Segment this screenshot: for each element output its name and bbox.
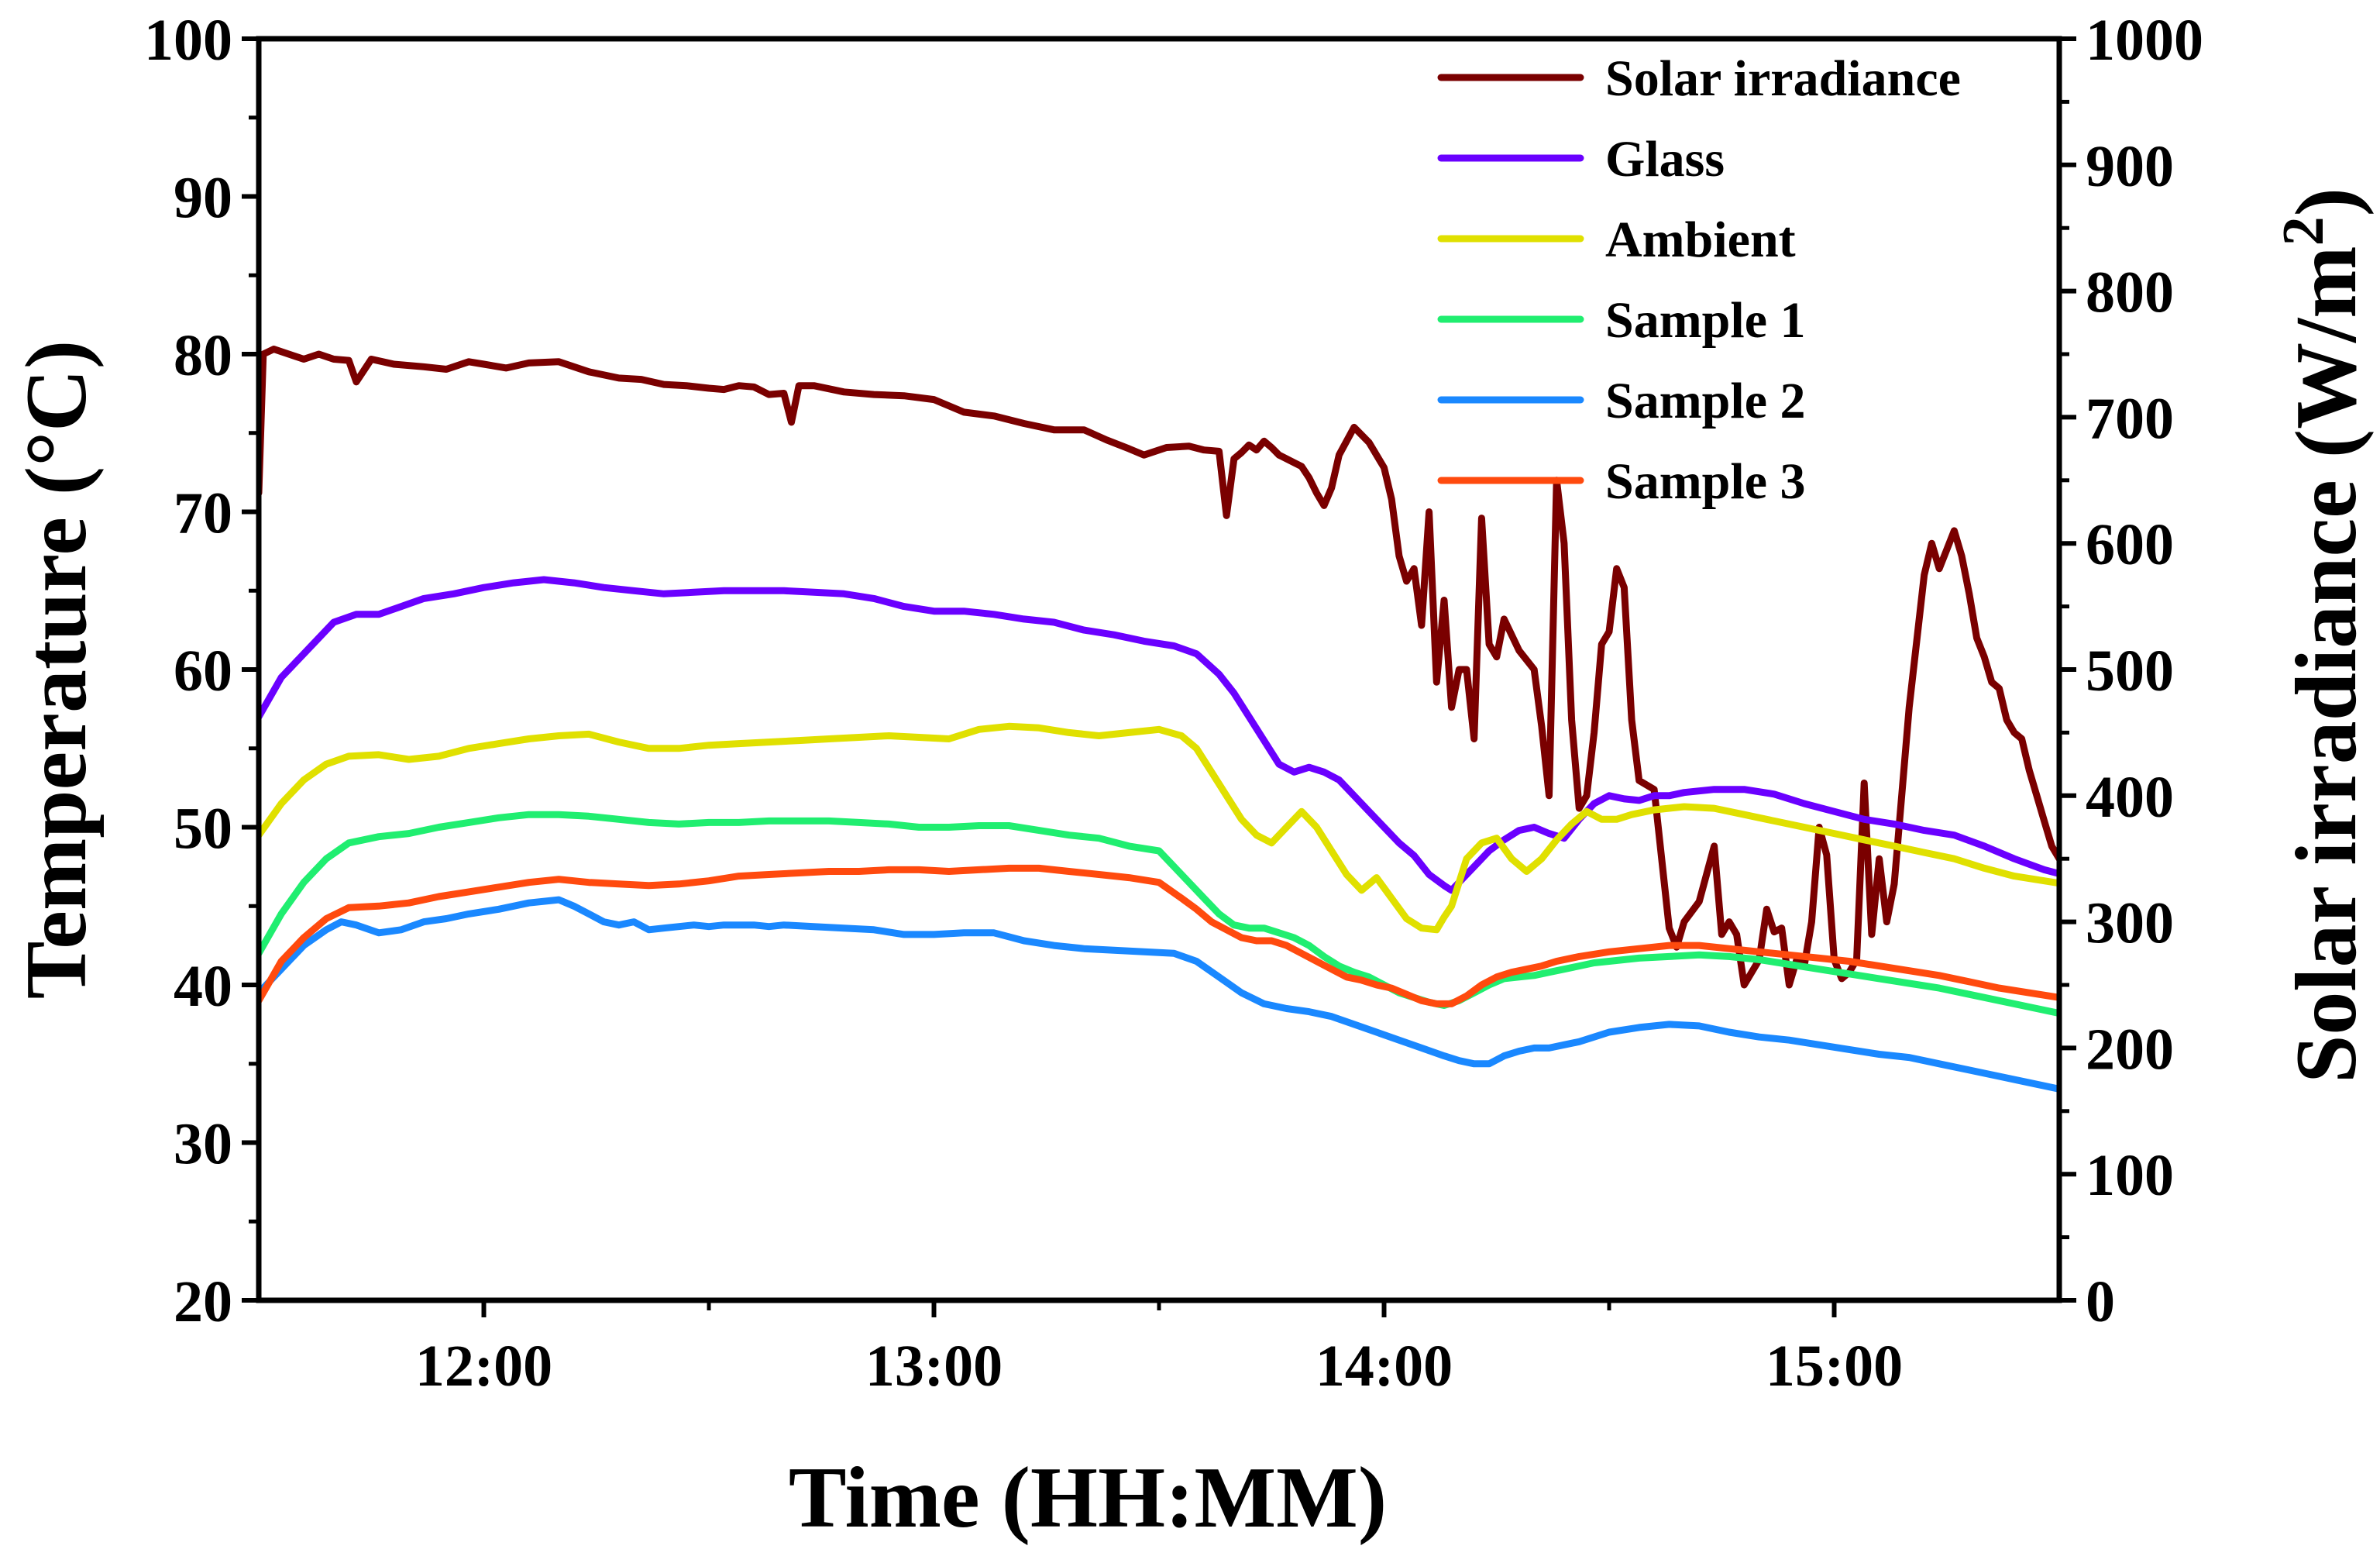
x-tick-label: 12:00 xyxy=(415,1334,552,1399)
ticks-layer: 12:00 13:00 14:00 15:0020304050607080901000… xyxy=(144,8,2203,1399)
y-axis-right-title-close: ) xyxy=(2279,188,2375,216)
y-left-tick-label: 60 xyxy=(174,639,232,704)
legend-label-sample-3: Sample 3 xyxy=(1605,453,1806,510)
legend-label-sample-1: Sample 1 xyxy=(1605,292,1806,349)
y-left-tick-label: 30 xyxy=(174,1112,232,1177)
x-tick-label: 15:00 xyxy=(1766,1334,1903,1399)
y-left-tick-label: 40 xyxy=(174,954,232,1019)
series-line-solar-irradiance xyxy=(259,346,2059,989)
y-right-tick-label: 500 xyxy=(2086,639,2174,704)
y-left-tick-label: 100 xyxy=(144,8,232,73)
y-right-tick-label: 200 xyxy=(2086,1017,2174,1082)
y-axis-right-title-main: Solar irradiance (W/m xyxy=(2279,246,2375,1083)
y-left-tick-label: 80 xyxy=(174,323,232,388)
x-axis-title: Time (HH:MM) xyxy=(789,1450,1387,1546)
y-right-tick-label: 400 xyxy=(2086,765,2174,830)
y-right-tick-label: 100 xyxy=(2086,1143,2174,1208)
series-line-glass xyxy=(259,576,2059,894)
legend: Solar irradiance Glass Ambient Sample 1 Samp… xyxy=(1437,50,1961,510)
y-left-tick-label: 50 xyxy=(174,797,232,862)
y-right-tick-label: 900 xyxy=(2086,134,2174,199)
series-layer xyxy=(259,346,2059,1093)
y-right-tick-label: 800 xyxy=(2086,260,2174,325)
y-left-tick-label: 20 xyxy=(174,1269,232,1334)
y-right-tick-label: 300 xyxy=(2086,891,2174,956)
series-line-sample-3 xyxy=(259,864,2059,1007)
y-left-tick-label: 70 xyxy=(174,481,232,546)
series-line-sample-1 xyxy=(259,811,2059,1017)
x-tick-label: 14:00 xyxy=(1316,1334,1453,1399)
y-right-tick-label: 700 xyxy=(2086,386,2174,451)
y-axis-left-title: Temperature (°C) xyxy=(9,340,105,999)
series-line-sample-2 xyxy=(259,896,2059,1093)
x-tick-label: 13:00 xyxy=(865,1334,1003,1399)
y-axis-right-title: Solar irradiance (W/m2) xyxy=(2271,188,2375,1083)
legend-label-ambient: Ambient xyxy=(1605,212,1796,268)
y-right-tick-label: 600 xyxy=(2086,512,2174,577)
series-line-ambient xyxy=(259,722,2059,934)
y-axis-right-title-sup: 2 xyxy=(2271,216,2336,246)
legend-label-sample-2: Sample 2 xyxy=(1605,373,1806,429)
y-right-tick-label: 1000 xyxy=(2086,8,2203,73)
y-left-tick-label: 90 xyxy=(174,166,232,231)
legend-label-solar-irradiance: Solar irradiance xyxy=(1605,50,1961,107)
y-right-tick-label: 0 xyxy=(2086,1269,2115,1334)
legend-label-glass: Glass xyxy=(1605,131,1725,188)
